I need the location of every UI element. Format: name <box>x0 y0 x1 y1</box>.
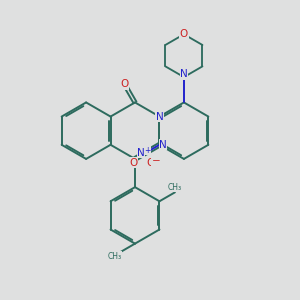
Text: N: N <box>159 140 167 150</box>
Text: O: O <box>180 29 188 39</box>
Text: N: N <box>180 69 188 79</box>
Text: N: N <box>137 148 145 158</box>
Text: O: O <box>121 80 129 89</box>
Text: CH₃: CH₃ <box>107 252 121 261</box>
Text: N: N <box>156 112 163 122</box>
Text: O: O <box>129 158 138 168</box>
Text: +: + <box>144 146 151 154</box>
Text: CH₃: CH₃ <box>168 182 182 191</box>
Text: O: O <box>146 158 154 168</box>
Text: −: − <box>152 156 161 167</box>
